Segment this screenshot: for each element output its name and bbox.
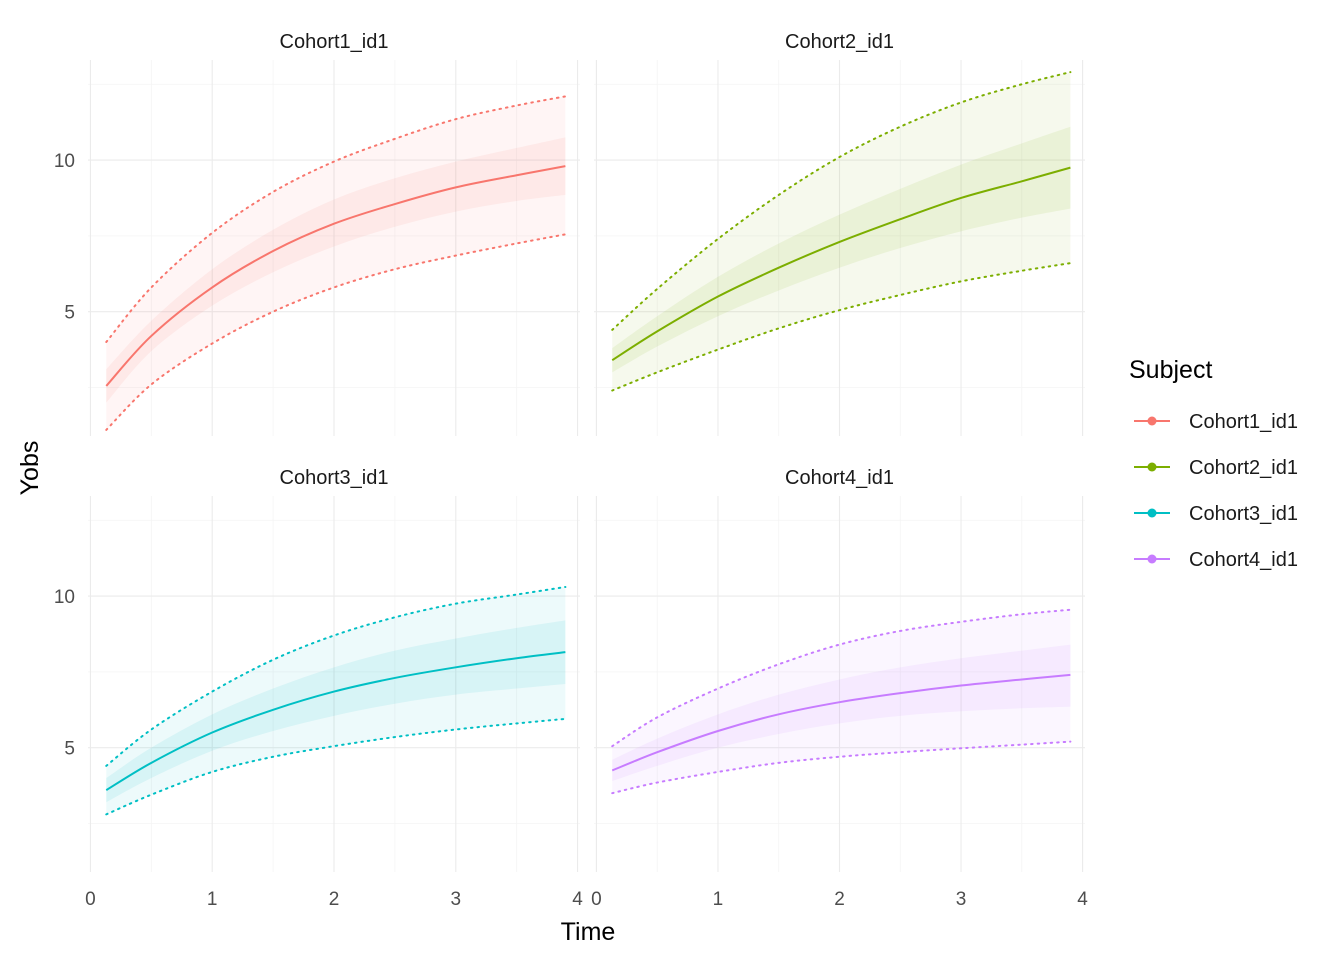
x-tick-label: 1 (713, 889, 724, 910)
legend: Subject Cohort1_id1 Cohort2_id1 Cohort3_id1… (1129, 356, 1298, 571)
panel-1: Cohort1_id1 (88, 31, 580, 436)
legend-label: Cohort2_id1 (1189, 457, 1298, 479)
x-tick-label: 4 (572, 889, 583, 910)
outer-band (106, 586, 566, 815)
x-tick-label: 1 (207, 889, 218, 910)
x-axis-title: Time (561, 918, 616, 946)
y-tick-label: 10 (54, 587, 75, 608)
y-tick-label: 10 (54, 151, 75, 172)
panel-3: Cohort3_id1 (88, 467, 580, 872)
outer-band (106, 96, 566, 430)
legend-item: Cohort3_id1 (1134, 503, 1298, 525)
legend-key-point (1147, 416, 1157, 426)
outer-band (612, 72, 1071, 391)
legend-item: Cohort2_id1 (1134, 457, 1298, 479)
legend-label: Cohort1_id1 (1189, 411, 1298, 433)
legend-label: Cohort3_id1 (1189, 503, 1298, 525)
upper-bound-line (611, 608, 1072, 748)
lower-bound-line (105, 233, 567, 431)
panel-4: Cohort4_id1 (594, 467, 1085, 872)
upper-bound-line (611, 71, 1072, 331)
legend-item: Cohort4_id1 (1134, 549, 1298, 571)
panel-title: Cohort1_id1 (280, 31, 389, 53)
x-tick-label: 0 (85, 889, 96, 910)
x-tick-label: 2 (329, 889, 340, 910)
y-tick-label: 5 (64, 303, 75, 324)
x-tick-label: 4 (1077, 889, 1088, 910)
panel-title: Cohort2_id1 (785, 31, 894, 53)
lower-bound-line (105, 717, 567, 816)
median-line (105, 165, 566, 387)
legend-label: Cohort4_id1 (1189, 549, 1298, 571)
inner-band (106, 620, 566, 803)
lower-bound-line (611, 262, 1072, 392)
x-tick-label: 2 (834, 889, 845, 910)
legend-key-point (1147, 554, 1157, 564)
x-tick-label: 0 (591, 889, 602, 910)
legend-key-point (1147, 508, 1157, 518)
x-tick-label: 3 (450, 889, 461, 910)
upper-bound-line (105, 95, 567, 343)
y-axis-title: Yobs (16, 441, 44, 496)
legend-title: Subject (1129, 356, 1212, 384)
panels-layer: Cohort1_id1 Cohort2_id1 Cohort3_id1 Cohort4… (88, 31, 1085, 872)
median-line (611, 166, 1071, 362)
median-line (611, 673, 1071, 772)
lower-bound-line (611, 740, 1072, 795)
x-tick-label: 3 (956, 889, 967, 910)
y-tick-label: 5 (64, 739, 75, 760)
inner-band (106, 137, 566, 403)
inner-band (612, 644, 1071, 782)
legend-item: Cohort1_id1 (1134, 411, 1298, 433)
panel-2: Cohort2_id1 (594, 31, 1085, 436)
panel-title: Cohort3_id1 (280, 467, 389, 489)
upper-bound-line (105, 585, 567, 767)
median-line (105, 651, 566, 791)
panel-title: Cohort4_id1 (785, 467, 894, 489)
inner-band (612, 126, 1071, 373)
legend-key-point (1147, 462, 1157, 472)
